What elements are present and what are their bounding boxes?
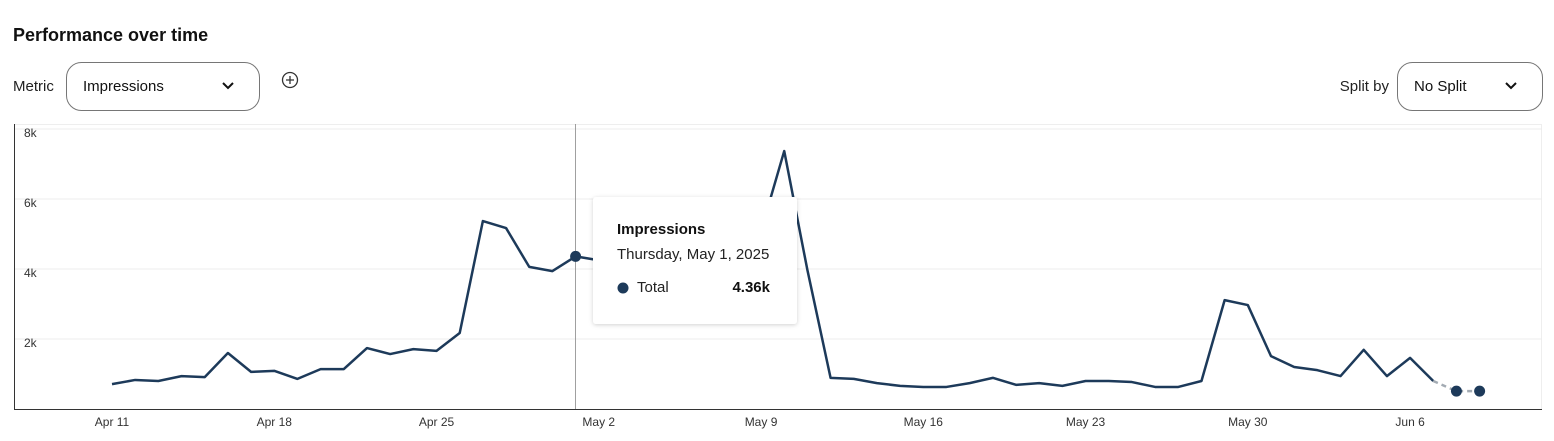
split-label: Split by <box>1340 78 1390 95</box>
x-tick-label: Apr 11 <box>95 415 130 429</box>
y-tick-label: 2k <box>24 336 38 350</box>
line <box>111 149 1435 389</box>
split-dropdown[interactable]: No Split <box>1397 62 1543 111</box>
y-tick-label: 6k <box>24 196 38 210</box>
y-tick-label: 4k <box>24 266 38 280</box>
chevron[interactable] <box>1505 82 1517 90</box>
tooltip-date: Thursday, May 1, 2025 <box>617 246 769 263</box>
x-tick-label: Apr 18 <box>257 415 293 429</box>
legend-label: Total <box>637 279 669 296</box>
tooltip-value: 4.36k <box>732 279 770 296</box>
metric-label: Metric <box>13 78 54 95</box>
x-tick-label: Apr 25 <box>419 415 455 429</box>
dropdown-value[interactable]: No Split <box>1414 78 1467 95</box>
dropdown-value[interactable]: Impressions <box>83 78 164 95</box>
add-plus[interactable] <box>286 76 294 84</box>
x-tick-label: May 30 <box>1228 415 1268 429</box>
partial-line <box>1432 379 1480 393</box>
hover-point <box>570 250 582 262</box>
point <box>1474 385 1486 397</box>
x-tick-label: May 23 <box>1066 415 1106 429</box>
dropdown-box[interactable] <box>66 62 260 111</box>
tooltip-box <box>593 197 797 324</box>
dropdown-box[interactable] <box>1397 62 1543 111</box>
x-tick-label: May 16 <box>904 415 944 429</box>
y-tick-label: 8k <box>24 126 38 140</box>
chevron[interactable] <box>222 82 234 90</box>
x-tick-label: May 9 <box>745 415 778 429</box>
legend-dot <box>617 282 629 294</box>
tooltip-title: Impressions <box>617 221 705 238</box>
title: Performance over time <box>13 25 208 45</box>
add-metric[interactable] <box>281 71 299 89</box>
metric-dropdown[interactable]: Impressions <box>66 62 260 111</box>
point <box>1450 385 1462 397</box>
x-tick-label: Jun 6 <box>1395 415 1425 429</box>
add-icon[interactable] <box>281 71 299 89</box>
x-tick-label: May 2 <box>582 415 615 429</box>
tooltip: Impressions Thursday, May 1, 2025 Total 4.3… <box>593 197 797 324</box>
